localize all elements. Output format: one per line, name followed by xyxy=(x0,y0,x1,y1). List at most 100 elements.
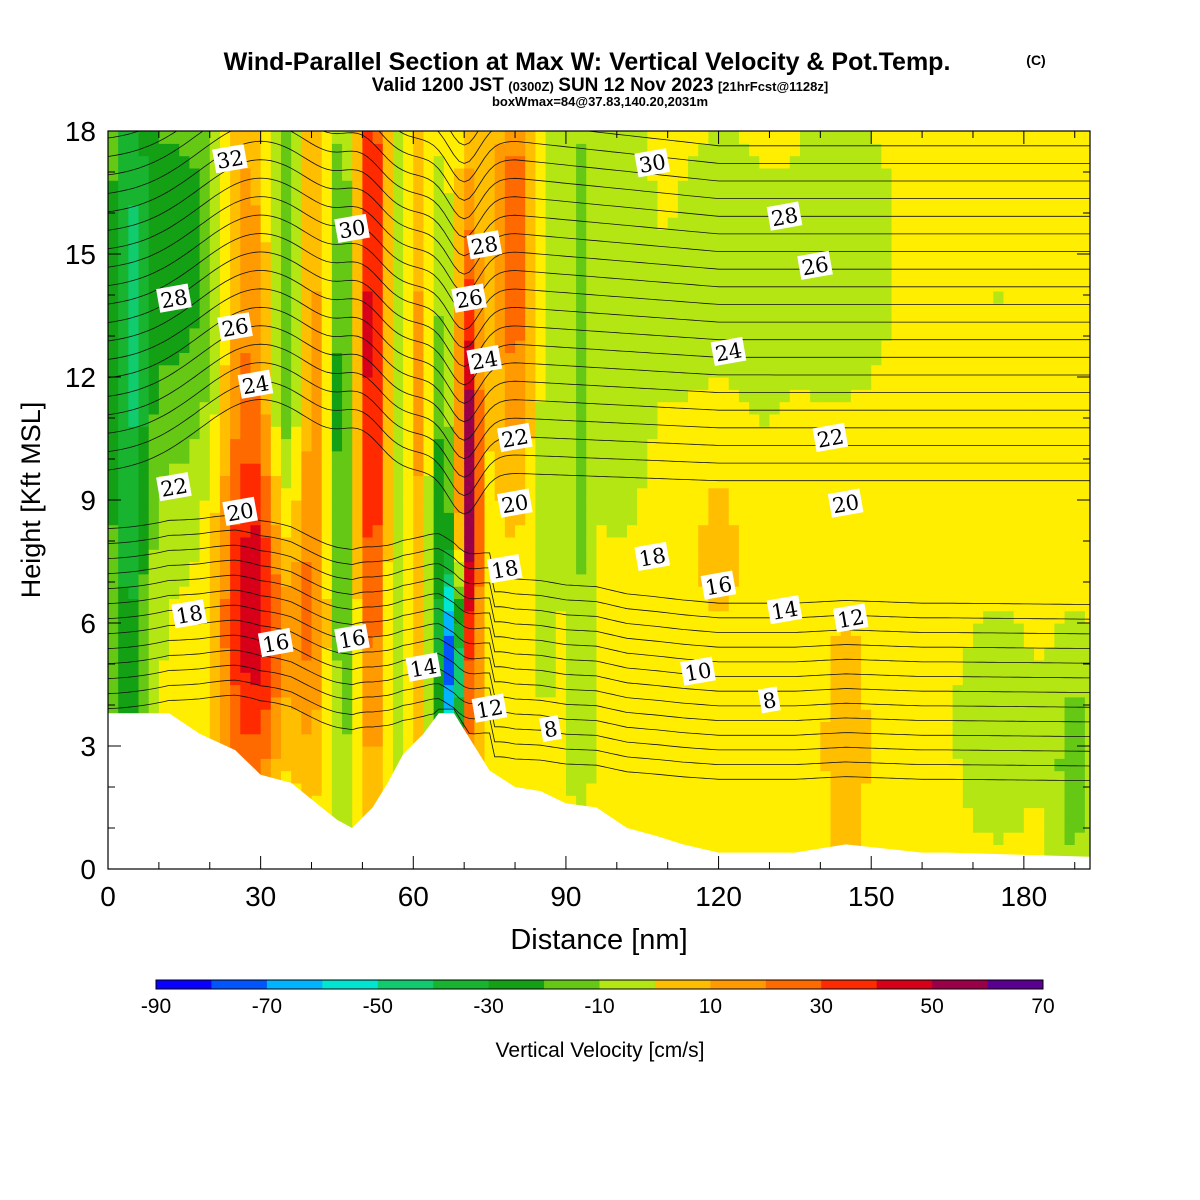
w-cell xyxy=(647,463,659,476)
w-cell xyxy=(260,450,272,464)
w-cell xyxy=(667,696,679,710)
w-cell xyxy=(942,623,954,636)
w-cell xyxy=(311,610,323,624)
w-cell xyxy=(810,450,821,464)
w-cell xyxy=(260,746,272,759)
w-cell xyxy=(179,266,191,280)
w-cell xyxy=(616,598,628,612)
w-cell xyxy=(565,536,577,550)
w-cell xyxy=(403,696,414,710)
w-cell xyxy=(199,647,211,661)
w-cell xyxy=(932,167,944,181)
w-cell xyxy=(820,696,832,710)
w-cell xyxy=(932,180,944,194)
w-cell xyxy=(230,561,241,575)
w-cell xyxy=(911,807,923,821)
w-cell xyxy=(291,426,302,440)
w-cell xyxy=(911,377,923,390)
w-cell xyxy=(789,401,801,415)
w-cell xyxy=(565,155,577,169)
w-cell xyxy=(738,217,750,230)
w-cell xyxy=(423,709,435,722)
w-cell xyxy=(891,426,903,440)
w-cell xyxy=(128,413,140,427)
w-cell xyxy=(362,721,374,735)
w-cell xyxy=(515,770,526,784)
w-cell xyxy=(179,696,191,710)
w-cell xyxy=(626,487,638,501)
w-cell xyxy=(769,549,781,563)
w-cell xyxy=(128,192,140,206)
w-cell xyxy=(321,475,333,489)
w-cell xyxy=(586,659,598,673)
w-cell xyxy=(342,340,353,353)
w-cell xyxy=(362,377,374,390)
w-cell xyxy=(779,561,791,575)
w-cell xyxy=(728,413,740,427)
w-cell xyxy=(504,364,516,378)
w-cell xyxy=(576,155,587,169)
w-cell xyxy=(240,204,252,218)
w-cell xyxy=(850,721,862,735)
w-cell xyxy=(738,180,750,194)
w-cell xyxy=(199,340,211,353)
w-cell xyxy=(789,364,801,378)
w-cell xyxy=(942,352,954,366)
w-cell xyxy=(749,204,760,218)
w-cell xyxy=(108,413,119,427)
w-cell xyxy=(728,377,740,390)
w-cell xyxy=(728,450,740,464)
w-cell xyxy=(728,844,740,858)
w-cell xyxy=(708,770,720,784)
w-cell xyxy=(199,512,211,526)
w-cell xyxy=(250,561,262,575)
w-cell xyxy=(331,709,343,722)
w-cell xyxy=(118,377,129,390)
w-cell xyxy=(799,463,811,476)
w-cell xyxy=(769,229,781,243)
w-cell xyxy=(606,807,618,821)
w-cell xyxy=(148,438,160,452)
w-cell xyxy=(291,413,302,427)
w-cell xyxy=(413,180,425,194)
w-cell xyxy=(382,623,394,636)
w-cell xyxy=(555,586,567,599)
w-cell xyxy=(626,413,638,427)
w-cell xyxy=(718,635,730,649)
w-cell xyxy=(504,167,516,181)
w-cell xyxy=(301,204,313,218)
w-cell xyxy=(616,352,628,366)
w-cell xyxy=(464,192,475,206)
w-cell xyxy=(810,623,821,636)
w-cell xyxy=(270,143,282,157)
w-cell xyxy=(474,635,486,649)
w-cell xyxy=(311,549,323,563)
w-cell xyxy=(280,413,292,427)
w-cell xyxy=(850,524,862,538)
w-cell xyxy=(677,487,689,501)
w-cell xyxy=(728,290,740,304)
w-cell xyxy=(596,758,608,772)
w-cell xyxy=(657,721,669,735)
w-cell xyxy=(565,217,577,230)
w-cell xyxy=(932,131,944,144)
w-cell xyxy=(392,684,404,698)
w-cell xyxy=(270,524,282,538)
w-cell xyxy=(881,770,893,784)
w-cell xyxy=(148,586,160,599)
w-cell xyxy=(881,389,893,403)
w-cell xyxy=(881,819,893,833)
w-cell xyxy=(515,217,526,230)
w-cell xyxy=(749,782,760,796)
w-cell xyxy=(433,241,445,255)
w-cell xyxy=(820,278,832,292)
w-cell xyxy=(240,290,252,304)
w-cell xyxy=(453,598,465,612)
w-cell xyxy=(942,303,954,317)
w-cell xyxy=(626,463,638,476)
w-cell xyxy=(209,327,221,341)
w-cell xyxy=(270,315,282,329)
w-cell xyxy=(871,770,882,784)
w-cell xyxy=(881,623,893,636)
w-cell xyxy=(586,352,598,366)
